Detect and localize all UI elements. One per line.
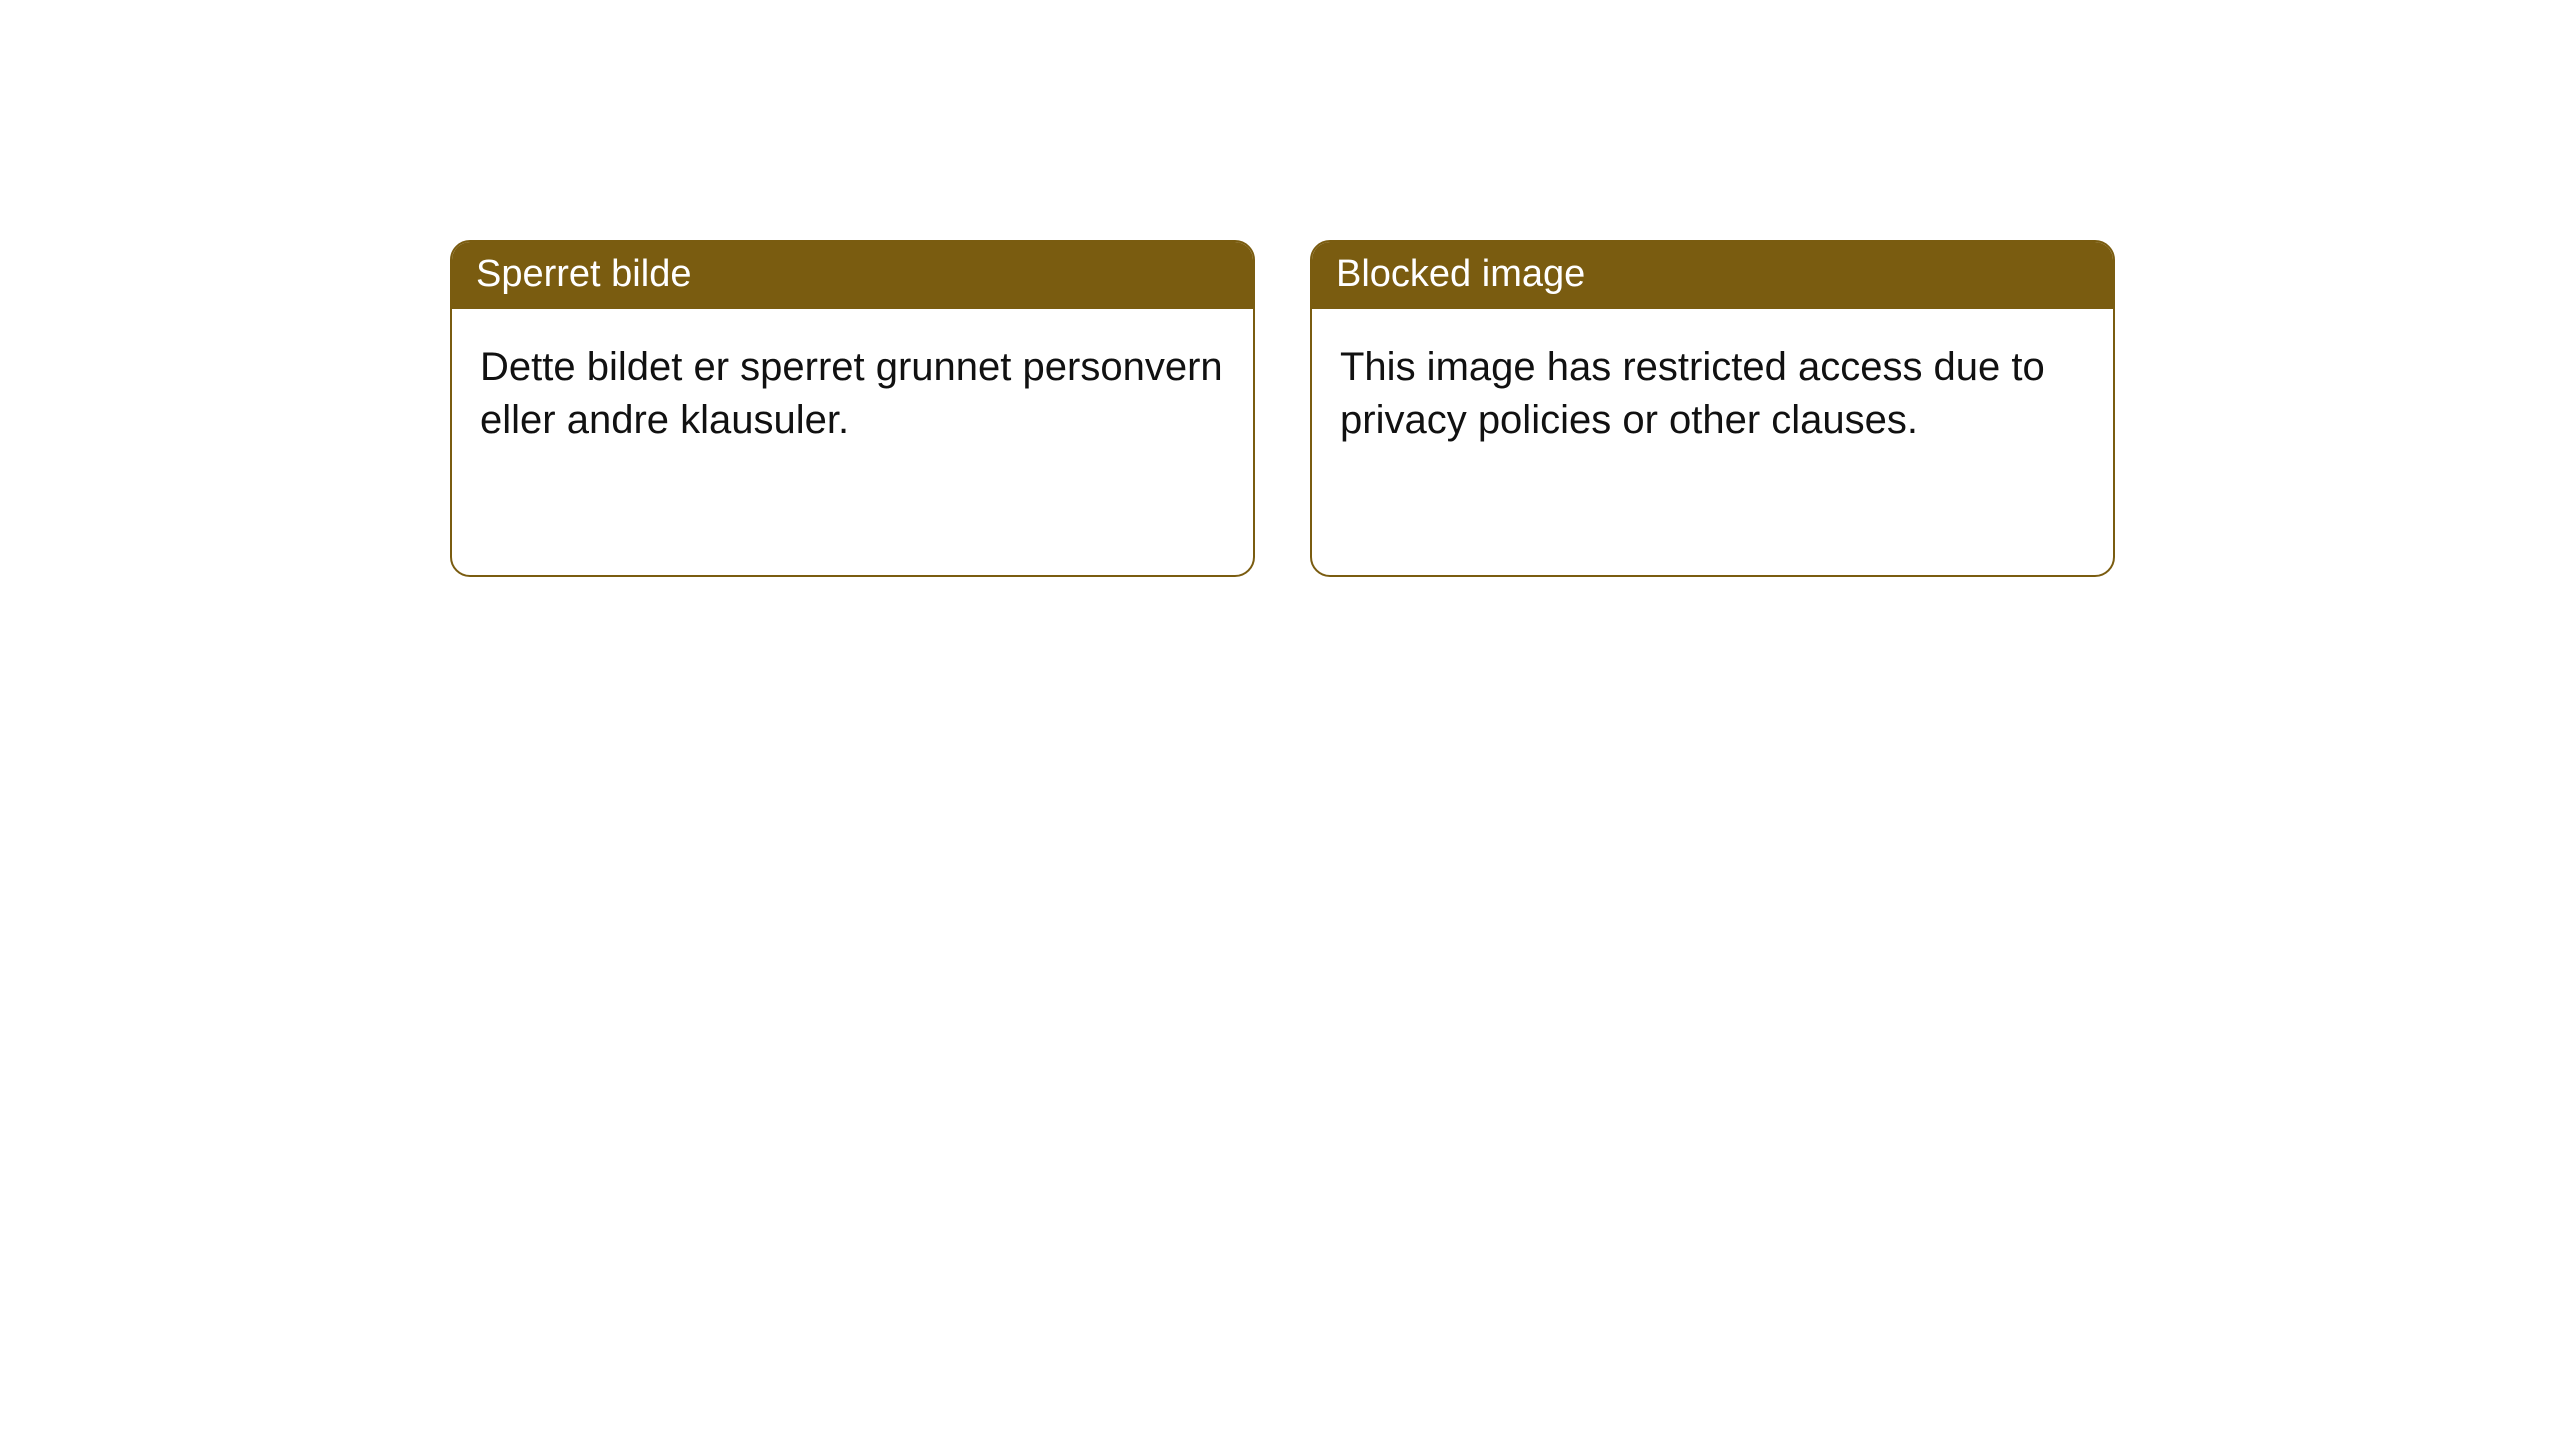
notice-card-body: Dette bildet er sperret grunnet personve… — [452, 309, 1253, 475]
notice-card-english: Blocked image This image has restricted … — [1310, 240, 2115, 577]
notice-card-body: This image has restricted access due to … — [1312, 309, 2113, 475]
notice-card-title: Blocked image — [1312, 242, 2113, 309]
notice-card-title: Sperret bilde — [452, 242, 1253, 309]
notice-container: Sperret bilde Dette bildet er sperret gr… — [0, 0, 2560, 577]
notice-card-norwegian: Sperret bilde Dette bildet er sperret gr… — [450, 240, 1255, 577]
